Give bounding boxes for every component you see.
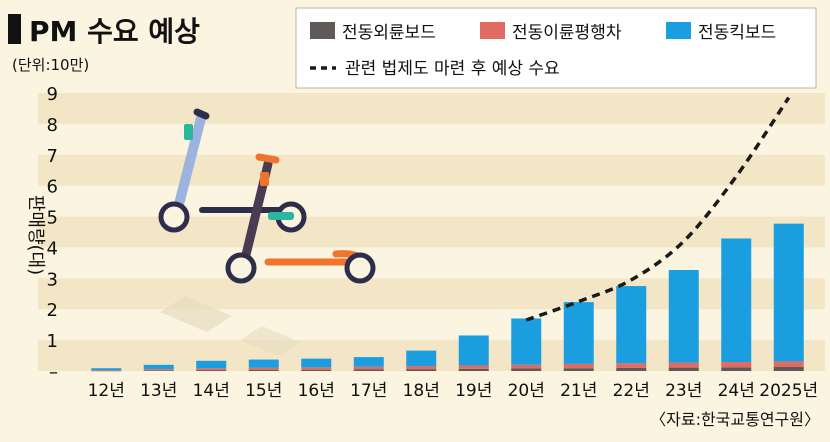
bar-two-wheel <box>563 363 594 369</box>
bar-two-wheel <box>511 364 542 369</box>
grid-band <box>38 216 825 248</box>
bar-wheel-board <box>91 370 122 372</box>
y-tick-label: 7 <box>47 146 58 167</box>
bar-wheel-board <box>668 367 699 371</box>
bar-kickboard <box>668 269 699 363</box>
legend-swatch-wheel <box>310 22 335 39</box>
bar-two-wheel <box>458 365 489 369</box>
grid-band <box>38 93 825 124</box>
bar-wheel-board <box>196 370 227 371</box>
x-tick-label: 21년 <box>560 381 597 401</box>
bar-kickboard <box>196 360 227 369</box>
bar-two-wheel <box>353 366 384 370</box>
forecast-line <box>525 96 791 322</box>
legend-label-two-wheel: 전동이륜평행차 <box>512 23 622 43</box>
bar-kickboard <box>616 286 647 364</box>
y-tick-label: 6 <box>47 177 58 198</box>
bar-wheel-board <box>563 368 594 371</box>
x-tick-label: 18년 <box>403 381 440 401</box>
bar-kickboard <box>406 350 437 367</box>
bar-kickboard <box>248 359 279 368</box>
bar-wheel-board <box>406 369 437 371</box>
bar-two-wheel <box>248 367 279 370</box>
bar-kickboard <box>511 318 542 365</box>
x-tick-label: 22년 <box>613 381 650 401</box>
bar-two-wheel <box>301 367 332 370</box>
bar-kickboard <box>773 223 804 362</box>
y-tick-label: 3 <box>47 269 58 290</box>
y-tick-label: – <box>49 362 58 383</box>
x-tick-label: 24년 <box>718 381 755 401</box>
bar-kickboard <box>721 238 752 363</box>
bar-kickboard <box>353 357 384 367</box>
bar-wheel-board <box>721 367 752 371</box>
bar-two-wheel <box>196 368 227 371</box>
x-tick-label: 15년 <box>245 381 282 401</box>
legend-label-forecast: 관련 법제도 마련 후 예상 수요 <box>345 59 560 79</box>
source-note: 〈자료:한국교통연구원〉 <box>650 410 820 429</box>
bar-kickboard <box>301 358 332 368</box>
bar-wheel-board <box>248 369 279 371</box>
legend-label-kickboard: 전동킥보드 <box>698 23 776 43</box>
title-marker <box>8 14 21 44</box>
grid-band <box>38 154 825 186</box>
x-tick-label: 20년 <box>508 381 545 401</box>
bar-kickboard <box>563 302 594 364</box>
y-tick-label: 1 <box>47 331 58 352</box>
y-tick-label: 9 <box>47 84 58 105</box>
bar-wheel-board <box>353 369 384 371</box>
legend-swatch-two-wheel <box>480 22 505 39</box>
unit-label: (단위:10만) <box>12 56 89 74</box>
x-ticks: 12년 13년 14년 15년 16년 17년 18년 19년 20년 21년 22년 23년 24년 2… <box>88 381 819 401</box>
bar-wheel-board <box>143 370 174 371</box>
y-tick-label: 4 <box>47 238 58 259</box>
bar-two-wheel <box>616 363 647 368</box>
bar-two-wheel <box>91 370 122 371</box>
y-tick-label: 2 <box>47 300 58 321</box>
legend: 전동외륜보드 전동이륜평행차 전동킥보드 관련 법제도 마련 후 예상 수요 <box>295 7 817 89</box>
bar-two-wheel <box>668 362 699 368</box>
bar-kickboard <box>91 368 122 371</box>
scooter-illustration <box>158 108 376 356</box>
bar-kickboard <box>143 364 174 370</box>
x-tick-label: 14년 <box>193 381 230 401</box>
bar-wheel-board <box>773 366 804 371</box>
bar-wheel-board <box>616 367 647 371</box>
legend-label-wheel: 전동외륜보드 <box>342 23 436 43</box>
bar-kickboard <box>458 335 489 366</box>
bar-two-wheel <box>143 369 174 371</box>
bar-wheel-board <box>301 369 332 371</box>
x-tick-label: 12년 <box>88 381 125 401</box>
y-axis-title: 판매량(대) <box>25 195 46 275</box>
x-tick-label: 13년 <box>140 381 177 401</box>
bar-two-wheel <box>773 361 804 367</box>
bar-two-wheel <box>721 362 752 368</box>
bar-wheel-board <box>511 368 542 371</box>
x-tick-label: 2025년 <box>759 381 818 401</box>
bar-two-wheel <box>406 366 437 370</box>
x-tick-label: 17년 <box>350 381 387 401</box>
x-tick-label: 19년 <box>455 381 492 401</box>
y-tick-label: 5 <box>47 208 58 229</box>
x-tick-label: 23년 <box>665 381 702 401</box>
chart-title: PM 수요 예상 <box>29 15 200 48</box>
bars <box>91 223 804 372</box>
y-ticks: – 1 2 3 4 5 6 7 8 9 <box>47 84 58 383</box>
legend-swatch-kickboard <box>666 22 691 39</box>
x-tick-label: 16년 <box>298 381 335 401</box>
y-tick-label: 8 <box>47 115 58 136</box>
bar-wheel-board <box>458 368 489 371</box>
grid-band <box>38 278 825 310</box>
